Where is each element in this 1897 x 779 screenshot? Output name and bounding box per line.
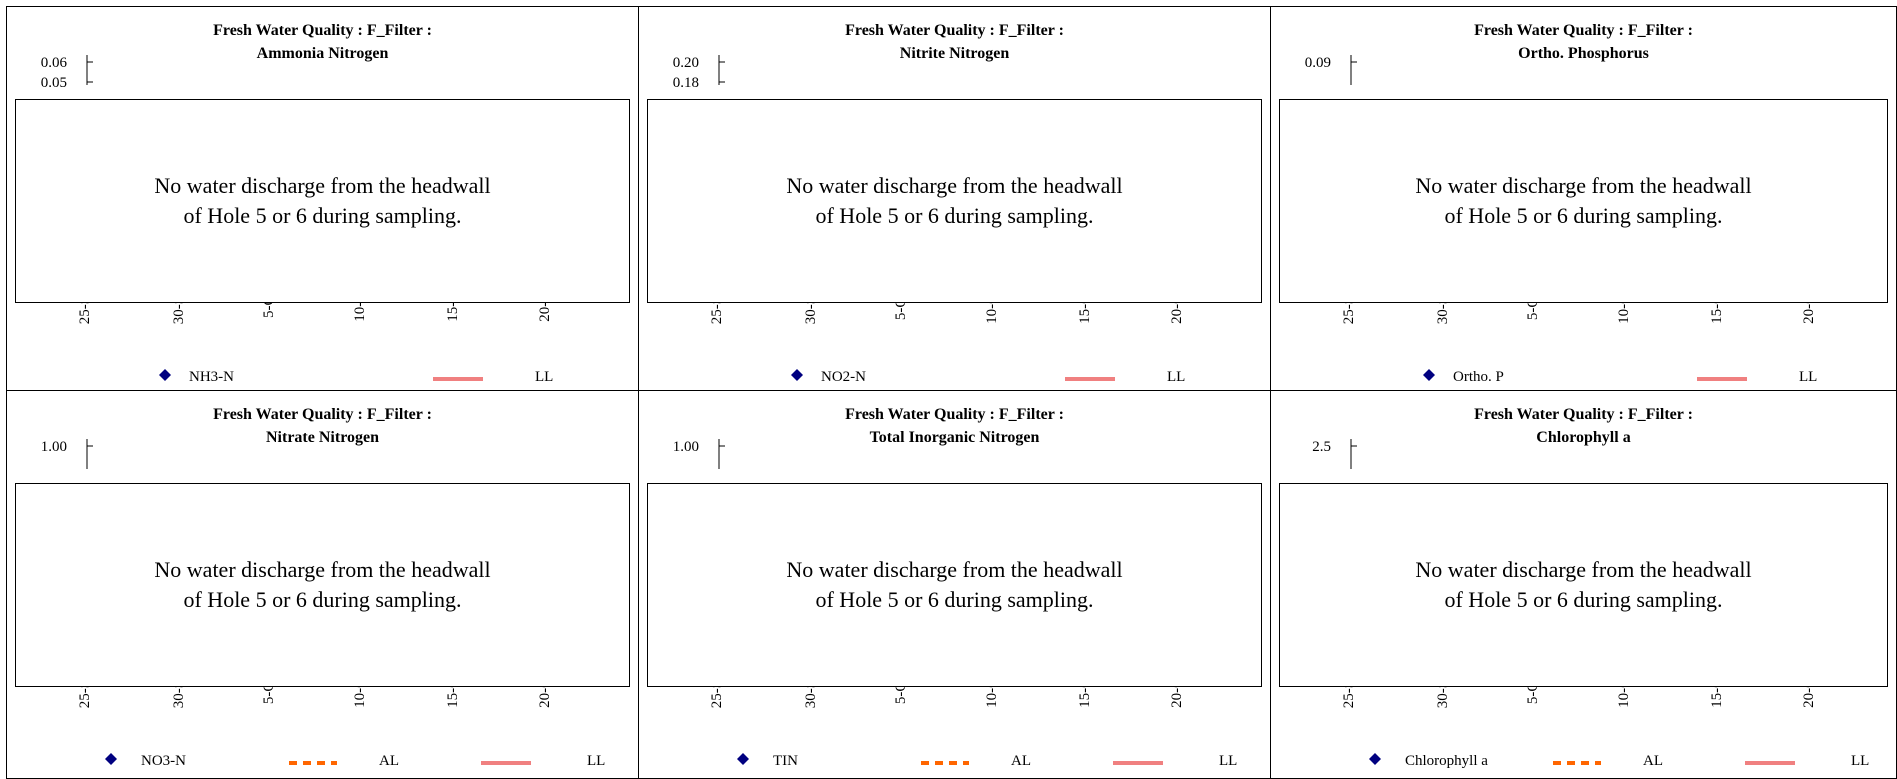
legend-label: Ortho. P (1453, 369, 1504, 386)
legend-diamond-marker (105, 753, 117, 765)
legend-label: NO2-N (821, 369, 866, 386)
chart-title-line: Nitrate Nitrogen (7, 426, 638, 449)
legend-label: NH3-N (189, 369, 234, 386)
legend-label: AL (1011, 753, 1031, 770)
legend-label: LL (1167, 369, 1185, 386)
no-data-message-box: No water discharge from the headwall of H… (1279, 99, 1888, 303)
legend-diamond-marker (159, 369, 171, 381)
legend-label: AL (1643, 753, 1663, 770)
no-data-message-line: No water discharge from the headwall (154, 171, 490, 201)
chart-title-line: Chlorophyll a (1271, 426, 1896, 449)
chart-title-line: Fresh Water Quality : F_Filter : (639, 403, 1270, 426)
legend-label: NO3-N (141, 753, 186, 770)
legend-label: LL (535, 369, 553, 386)
no-data-message-box: No water discharge from the headwall of H… (1279, 483, 1888, 687)
chart-title-line: Fresh Water Quality : F_Filter : (1271, 19, 1896, 42)
no-data-message-box: No water discharge from the headwall of H… (15, 483, 630, 687)
legend-diamond-marker (1423, 369, 1435, 381)
no-data-message-box: No water discharge from the headwall of H… (15, 99, 630, 303)
legend-diamond-marker (1369, 753, 1381, 765)
chart-title: Fresh Water Quality : F_Filter : Nitrate … (7, 403, 638, 449)
chart-title-line: Total Inorganic Nitrogen (639, 426, 1270, 449)
no-data-message-line: No water discharge from the headwall (154, 555, 490, 585)
chart-title: Fresh Water Quality : F_Filter : Ortho. P… (1271, 19, 1896, 65)
legend-label: Chlorophyll a (1405, 753, 1488, 770)
legend-label: LL (1219, 753, 1237, 770)
legend-diamond-marker (791, 369, 803, 381)
legend-label: LL (587, 753, 605, 770)
chart-title-line: Fresh Water Quality : F_Filter : (639, 19, 1270, 42)
chart-title-line: Fresh Water Quality : F_Filter : (7, 403, 638, 426)
chart-title: Fresh Water Quality : F_Filter : Nitrite … (639, 19, 1270, 65)
y-tick-label: 0.18 (673, 75, 699, 91)
chart-panel: 0.20 0.18 25-Sep 30-Sep 5-Oct 10-Oct 15-Oct 20-… (638, 6, 1271, 391)
no-data-message-line: No water discharge from the headwall (1415, 171, 1751, 201)
chart-title: Fresh Water Quality : F_Filter : Ammonia … (7, 19, 638, 65)
chart-title-line: Ammonia Nitrogen (7, 42, 638, 65)
chart-title: Fresh Water Quality : F_Filter : Total In… (639, 403, 1270, 449)
no-data-message-box: No water discharge from the headwall of H… (647, 99, 1262, 303)
chart-panel: 1.00 25-Sep 30-Sep 5-Oct 10-Oct 15-Oct 20-Oct N… (6, 390, 639, 779)
chart-title-line: Fresh Water Quality : F_Filter : (1271, 403, 1896, 426)
no-data-message-line: of Hole 5 or 6 during sampling. (1444, 585, 1722, 615)
legend-label: LL (1799, 369, 1817, 386)
no-data-message-line: of Hole 5 or 6 during sampling. (1444, 201, 1722, 231)
no-data-message-line: of Hole 5 or 6 during sampling. (183, 201, 461, 231)
no-data-message-line: of Hole 5 or 6 during sampling. (815, 585, 1093, 615)
chart-title: Fresh Water Quality : F_Filter : Chloroph… (1271, 403, 1896, 449)
legend-label: LL (1851, 753, 1869, 770)
chart-title-line: Nitrite Nitrogen (639, 42, 1270, 65)
legend-diamond-marker (737, 753, 749, 765)
chart-title-line: Fresh Water Quality : F_Filter : (7, 19, 638, 42)
chart-panel: 0.09 25-Sep 30-Sep 5-Oct 10-Oct 15-Oct 20-Oct O… (1270, 6, 1897, 391)
no-data-message-box: No water discharge from the headwall of H… (647, 483, 1262, 687)
no-data-message-line: of Hole 5 or 6 during sampling. (815, 201, 1093, 231)
y-tick-label: 0.05 (41, 75, 67, 91)
no-data-message-line: No water discharge from the headwall (786, 171, 1122, 201)
chart-panel: 1.00 25-Sep 30-Sep 5-Oct 10-Oct 15-Oct 20-Oct T… (638, 390, 1271, 779)
legend-label: AL (379, 753, 399, 770)
chart-title-line: Ortho. Phosphorus (1271, 42, 1896, 65)
no-data-message-line: No water discharge from the headwall (786, 555, 1122, 585)
legend-label: TIN (773, 753, 798, 770)
chart-panel: 2.5 25-Sep 30-Sep 5-Oct 10-Oct 15-Oct 20-Oct Ch… (1270, 390, 1897, 779)
chart-panel: 0.06 0.05 25-Sep 30-Sep 5-Oc 10-Oc 15-Oc 20-Oc N… (6, 6, 639, 391)
no-data-message-line: No water discharge from the headwall (1415, 555, 1751, 585)
no-data-message-line: of Hole 5 or 6 during sampling. (183, 585, 461, 615)
